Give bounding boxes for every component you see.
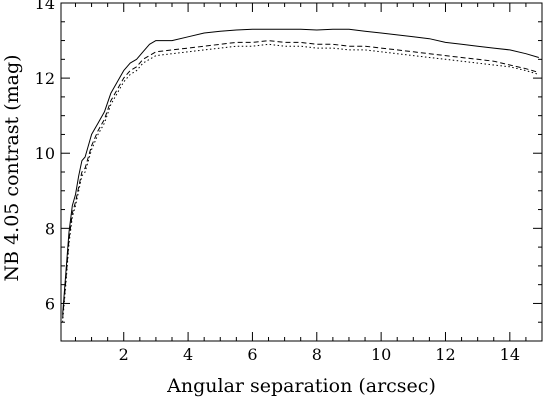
y-tick-label: 14 xyxy=(35,0,55,13)
x-tick-label: 12 xyxy=(435,345,455,364)
y-tick-label: 6 xyxy=(45,294,55,313)
y-tick-label: 10 xyxy=(35,144,55,163)
series-line-3-dotted xyxy=(62,43,539,323)
series-layer xyxy=(62,28,539,323)
y-axis-title: NB 4.05 contrast (mag) xyxy=(1,54,23,281)
x-tick-label: 2 xyxy=(119,345,129,364)
y-tick-label: 8 xyxy=(45,219,55,238)
x-tick-label: 6 xyxy=(247,345,257,364)
series-line-1-solid xyxy=(62,28,539,315)
tick-labels: 2 4 6 8 10 12 14 6 8 10 12 14 xyxy=(35,0,520,364)
x-axis-title: Angular separation (arcsec) xyxy=(166,375,436,397)
series-line-2-dashed xyxy=(62,40,539,319)
x-tick-label: 10 xyxy=(371,345,391,364)
x-tick-label: 14 xyxy=(500,345,520,364)
x-tick-label: 8 xyxy=(312,345,322,364)
y-tick-label: 12 xyxy=(35,69,55,88)
plot-frame xyxy=(60,2,543,342)
ticks-layer xyxy=(61,3,542,341)
x-tick-label: 4 xyxy=(183,345,193,364)
